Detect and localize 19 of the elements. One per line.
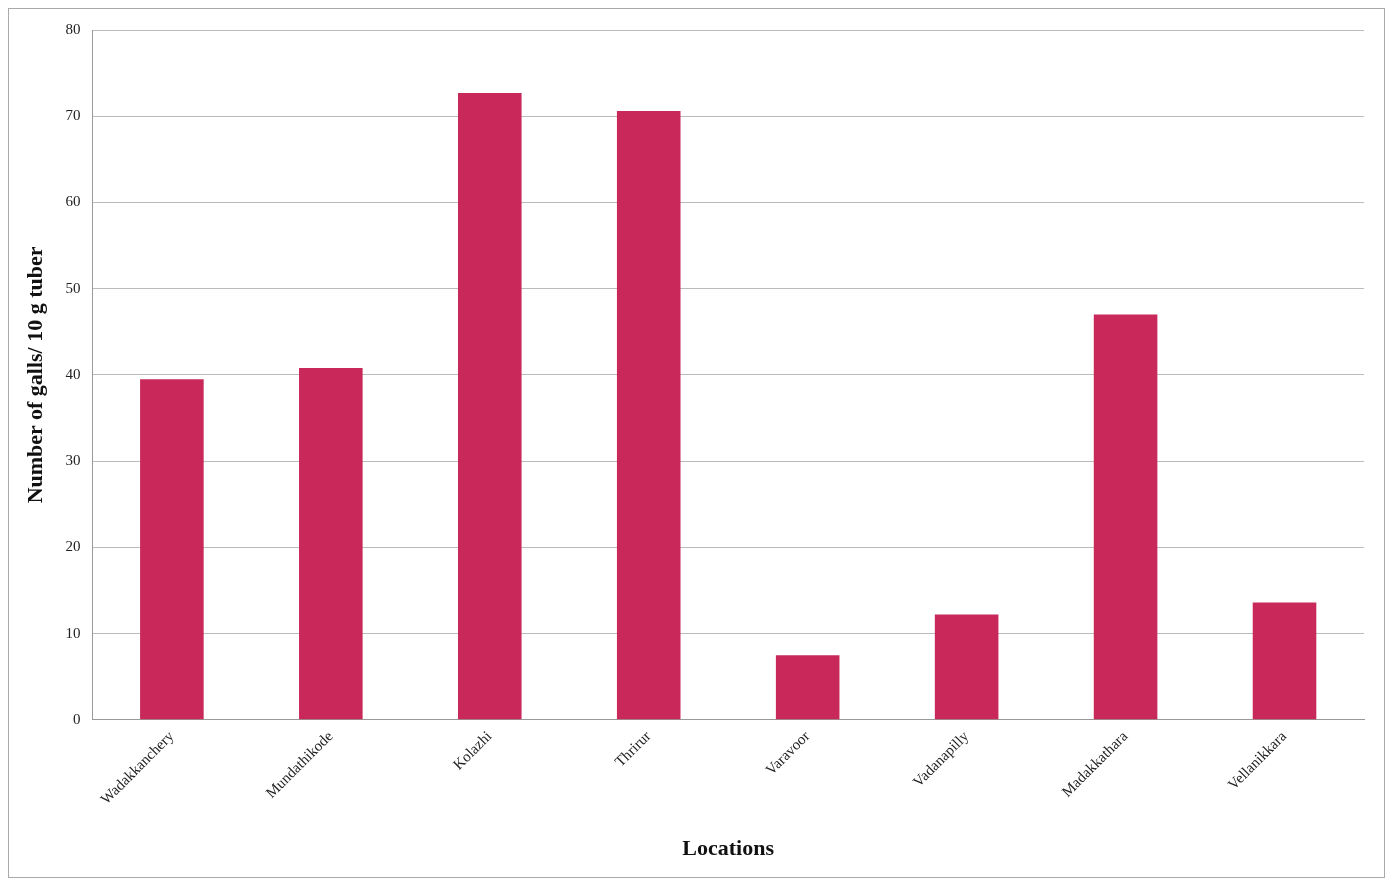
y-tick-label: 40 <box>65 365 81 382</box>
x-axis-title: Locations <box>682 835 775 861</box>
bar <box>140 379 204 720</box>
y-tick-label: 30 <box>65 452 81 469</box>
y-tick-label: 20 <box>65 538 81 555</box>
bar <box>1252 602 1317 720</box>
y-axis-title: Number of galls/ 10 g tuber <box>21 246 47 504</box>
bar <box>616 111 681 720</box>
y-tick-label: 0 <box>72 710 81 727</box>
y-tick-label: 80 <box>65 20 81 37</box>
bar <box>1093 314 1158 720</box>
y-tick-label: 10 <box>65 624 81 641</box>
y-tick-label: 70 <box>65 107 81 124</box>
bar <box>775 655 840 720</box>
y-tick-label: 50 <box>65 279 81 296</box>
y-tick-label: 60 <box>65 193 81 210</box>
bar <box>299 368 363 720</box>
bar <box>457 92 522 720</box>
bar <box>934 614 999 720</box>
